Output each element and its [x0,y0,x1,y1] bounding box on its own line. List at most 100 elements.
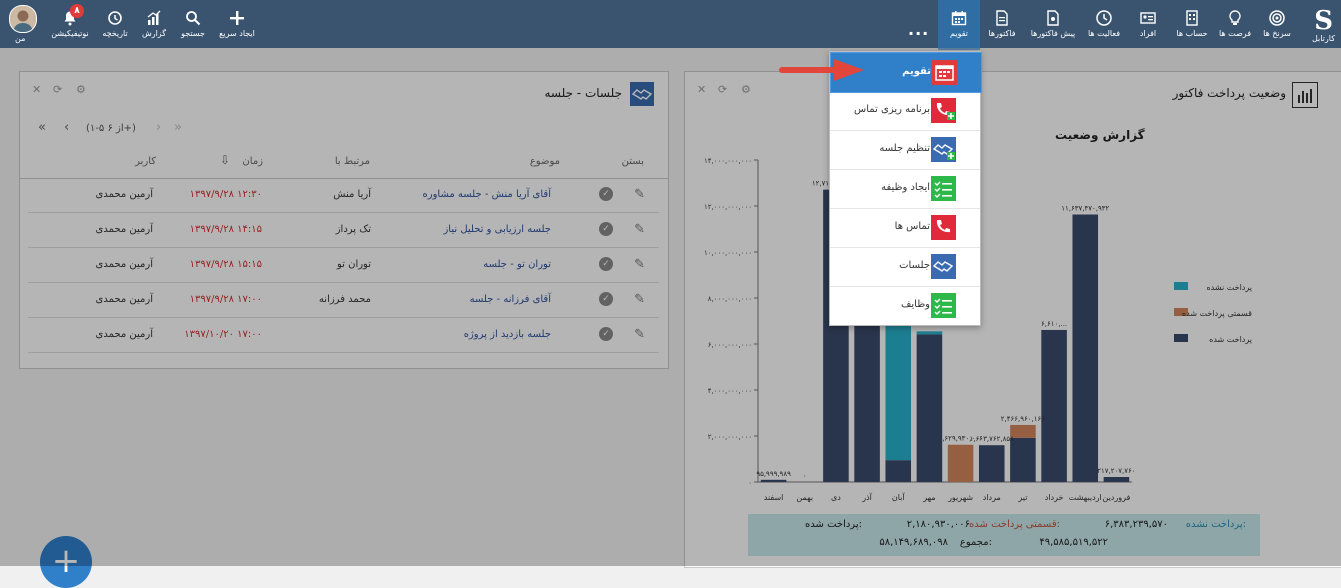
task-list-icon [931,293,956,318]
nav-label-contacts: افراد [1139,29,1157,38]
table-row[interactable]: ✎ ✓ آقای فرزانه - جلسه محمد فرزانه ۱۳۹۷/۹/۲۸… [28,283,659,318]
meeting-user: آرمین محمدی [95,189,153,200]
meeting-subject[interactable]: آقای آریا منش - جلسه مشاوره [422,189,552,200]
y-tick-label: ۰ [748,479,752,487]
x-tick-label: آبان [892,492,906,502]
nav-label-me[interactable]: من [15,34,26,43]
meeting-subject[interactable]: آقای فرزانه - جلسه [469,294,551,305]
meeting-subject[interactable]: توران تو - جلسه [483,259,551,270]
building-icon [1186,10,1198,26]
meeting-subject[interactable]: جلسه ارزیابی و تحلیل نیاز [443,224,551,235]
meeting-related[interactable]: آریا منش [333,189,371,200]
x-tick-label: دی [831,493,841,502]
meeting-related[interactable]: تک پرداز [335,224,371,235]
partial-value: ۲,۱۸۰,۹۳۰,۰۰۶ [906,519,970,530]
menu-item-calls[interactable]: تماس ها [830,208,980,248]
nav-leads[interactable]: سرنخ ها [1256,0,1298,48]
nav-report[interactable]: گزارش [138,0,170,48]
menu-item-label: وظایف [901,299,930,310]
pager-last-button[interactable]: » [174,120,182,135]
notification-badge: ۸ [70,4,84,18]
edit-icon[interactable]: ✎ [634,187,645,202]
meeting-related[interactable]: محمد فرزانه [318,294,371,305]
gear-icon[interactable]: ⚙ [741,83,751,96]
bar-partial [1010,424,1036,438]
nav-history[interactable]: تاریخچه [98,0,132,48]
edit-icon[interactable]: ✎ [634,257,645,272]
pager-prev-button[interactable]: ‹ [64,120,70,135]
table-row[interactable]: ✎ ✓ آقای آریا منش - جلسه مشاوره آریا منش ۱۳۹… [28,178,659,213]
column-header-user[interactable]: کاربر [135,156,156,167]
data-label: ۲,۴۶۶,۹۶۰,۱۶۶ [1001,415,1046,423]
x-tick-label: مهر [922,493,935,502]
nav-label-activities: فعالیت ها [1087,29,1121,38]
nav-calendar[interactable]: تقویم [938,0,980,50]
y-tick-label: ۱۴,۰۰۰,۰۰۰,۰۰۰ [704,157,752,165]
menu-item-schedule-call[interactable]: برنامه ریزی تماس [830,91,980,131]
table-row[interactable]: ✎ ✓ جلسه ارزیابی و تحلیل نیاز تک پرداز ۱۳۹۷/… [28,213,659,248]
nav-contacts[interactable]: افراد [1128,0,1168,48]
edit-icon[interactable]: ✎ [634,292,645,307]
meeting-subject[interactable]: جلسه بازدید از پروژه [463,329,551,340]
edit-icon[interactable]: ✎ [634,222,645,237]
nav-accounts[interactable]: حساب ها [1170,0,1214,48]
avatar[interactable] [9,5,37,33]
check-icon[interactable]: ✓ [599,257,613,271]
meeting-related[interactable]: توران تو [336,259,371,270]
nav-activities[interactable]: فعالیت ها [1082,0,1126,48]
close-icon[interactable]: ✕ [32,83,42,96]
pager-first-button[interactable]: « [38,120,46,135]
y-tick-label: ۶,۰۰۰,۰۰۰,۰۰۰ [708,341,752,349]
column-header-time[interactable]: زمان [242,156,263,167]
x-tick-label: تیر [1017,493,1027,502]
bar-paid [1103,477,1130,482]
calendar-icon [932,60,957,85]
user-avatar-icon [10,6,36,32]
bar-paid [916,334,943,482]
legend-swatch [1174,308,1188,316]
edit-icon[interactable]: ✎ [634,327,645,342]
bar-paid [1072,214,1099,482]
column-header-subject[interactable]: موضوع [529,156,560,167]
close-icon[interactable]: ✕ [697,83,707,96]
column-header-related[interactable]: مرتبط با [334,156,370,167]
menu-item-meetings[interactable]: جلسات [830,247,980,287]
check-icon[interactable]: ✓ [599,222,613,236]
menu-item-tasks[interactable]: وظایف [830,286,980,325]
menu-item-label: تقویم [902,66,931,77]
partial-label: قسمتی پرداخت شده: [969,519,1060,530]
gear-icon[interactable]: ⚙ [76,83,86,96]
nav-label-opportunities: فرصت ها [1218,29,1252,38]
app-logo[interactable]: S [1314,6,1333,36]
nav-label-cartable[interactable]: کارتابل [1311,34,1335,43]
check-icon[interactable]: ✓ [599,187,613,201]
nav-search[interactable]: جستجو [176,0,210,48]
bar-unpaid [916,331,943,335]
pager-next-button[interactable]: › [156,120,162,135]
meeting-user: آرمین محمدی [95,329,153,340]
modal-backdrop[interactable] [0,48,1341,566]
nav-opportunities[interactable]: فرصت ها [1214,0,1256,48]
top-navbar: S کارتابل سرنخ ها فرصت ها حساب ها افراد … [0,0,1341,50]
pager-status: (۱-۵ از ۶+) [86,123,136,134]
menu-item-create-task[interactable]: ایجاد وظیفه [830,169,980,209]
nav-label-invoices: فاکتورها [988,29,1016,38]
meeting-user: آرمین محمدی [95,259,153,270]
x-tick-label: اسفند [764,493,784,502]
nav-invoices[interactable]: فاکتورها [982,0,1022,48]
menu-item-label: تنظیم جلسه [879,143,930,154]
refresh-icon[interactable]: ⟳ [53,83,63,96]
table-row[interactable]: ✎ ✓ توران تو - جلسه توران تو ۱۳۹۷/۹/۲۸ ۱۵:۱۵… [28,248,659,283]
nav-proforma[interactable]: پیش فاکتورها [1026,0,1080,48]
table-row[interactable]: ✎ ✓ جلسه بازدید از پروژه ۱۳۹۷/۱۰/۲۰ ۱۷:۰۰ آر… [28,318,659,353]
more-menu-button[interactable]: ... [908,20,930,39]
meeting-user: آرمین محمدی [95,224,153,235]
refresh-icon[interactable]: ⟳ [718,83,728,96]
check-icon[interactable]: ✓ [599,327,613,341]
sort-icon[interactable]: ⇩ [220,153,231,167]
menu-item-set-meeting[interactable]: تنظیم جلسه [830,130,980,170]
nav-label-notifications: نوتیفیکیشن [51,29,89,38]
check-icon[interactable]: ✓ [599,292,613,306]
nav-quick-create[interactable]: ایجاد سریع [216,0,258,48]
id-card-icon [1140,12,1156,24]
